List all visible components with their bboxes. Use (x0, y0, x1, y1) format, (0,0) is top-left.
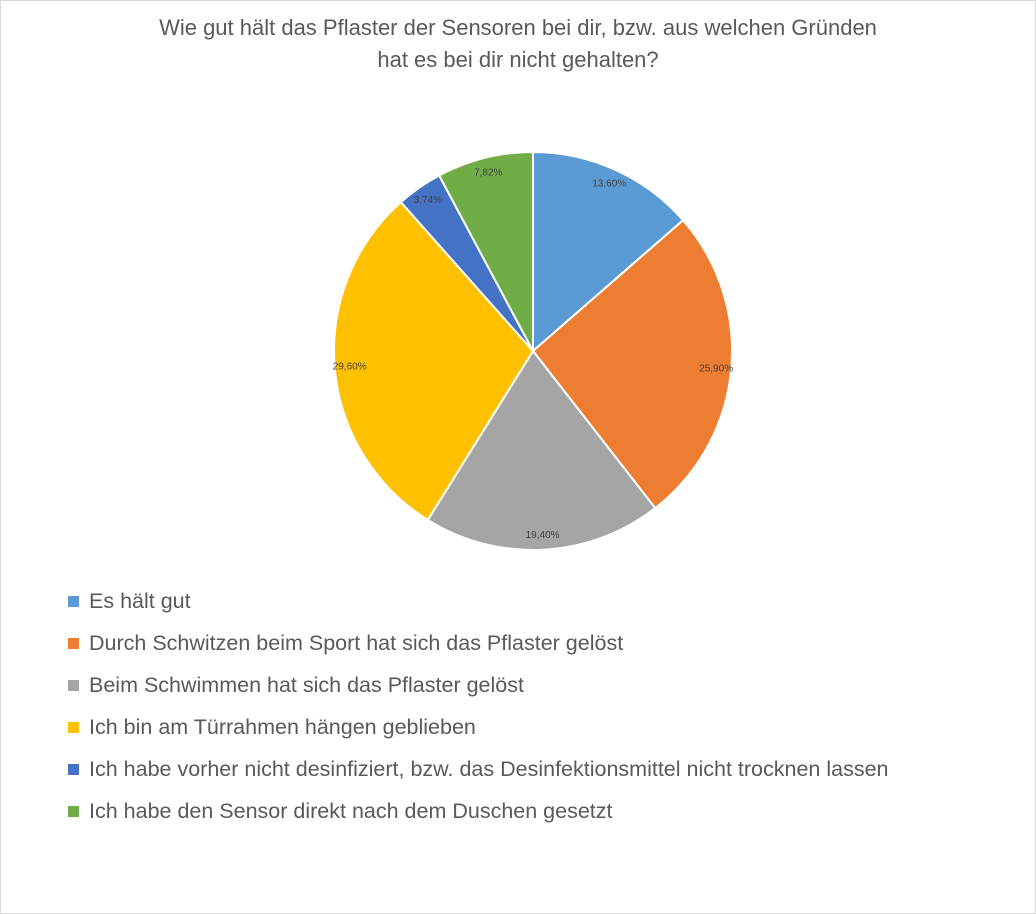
legend-item-3: Ich bin am Türrahmen hängen geblieben (68, 706, 888, 748)
legend-swatch (68, 679, 79, 691)
legend-item-1: Durch Schwitzen beim Sport hat sich das … (68, 622, 888, 664)
data-label-4: 3,74% (414, 195, 442, 206)
pie-slice-3 (333, 200, 535, 522)
data-label-5: 7,82% (474, 168, 502, 179)
data-label-0: 13,60% (592, 179, 626, 190)
legend-swatch (68, 637, 79, 649)
data-label-1: 25,90% (699, 364, 733, 375)
legend-swatch (68, 805, 79, 817)
legend-item-4: Ich habe vorher nicht desinfiziert, bzw.… (68, 748, 888, 790)
legend-swatch (68, 595, 79, 607)
legend-swatch (68, 721, 79, 733)
data-label-3: 29,60% (333, 362, 367, 373)
legend-label: Ich bin am Türrahmen hängen geblieben (89, 714, 476, 739)
chart-legend: Es hält gut Durch Schwitzen beim Sport ha… (68, 580, 888, 832)
pie-slice-1 (531, 218, 733, 510)
legend-swatch (68, 763, 79, 775)
legend-label: Ich habe den Sensor direkt nach dem Dusc… (89, 798, 613, 823)
pie-slice-0 (532, 150, 685, 354)
data-label-2: 19,40% (526, 530, 560, 541)
legend-item-2: Beim Schwimmen hat sich das Pflaster gel… (68, 664, 888, 706)
legend-label: Es hält gut (89, 588, 191, 613)
pie-slice-5 (437, 150, 534, 352)
legend-item-5: Ich habe den Sensor direkt nach dem Dusc… (68, 790, 888, 832)
pie-slice-2 (426, 349, 657, 551)
chart-title-line-2: hat es bei dir nicht gehalten? (377, 47, 659, 72)
chart-title: Wie gut hält das Pflaster der Sensoren b… (0, 12, 1036, 76)
legend-label: Durch Schwitzen beim Sport hat sich das … (89, 630, 624, 655)
legend-label: Beim Schwimmen hat sich das Pflaster gel… (89, 672, 524, 697)
legend-item-0: Es hält gut (68, 580, 888, 622)
legend-label: Ich habe vorher nicht desinfiziert, bzw.… (89, 756, 889, 781)
chart-title-line-1: Wie gut hält das Pflaster der Sensoren b… (159, 15, 877, 40)
